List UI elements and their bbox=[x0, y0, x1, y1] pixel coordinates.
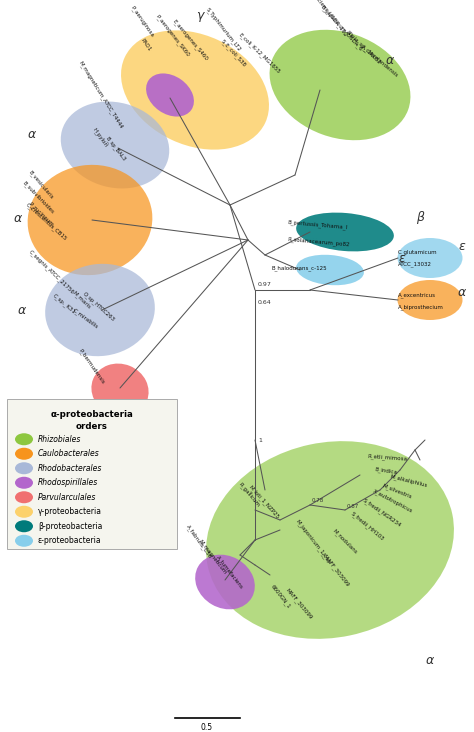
Text: Rhizobiales: Rhizobiales bbox=[38, 435, 82, 444]
Ellipse shape bbox=[121, 30, 269, 149]
Text: A_clevelandensis: A_clevelandensis bbox=[360, 43, 400, 78]
Text: P_bermudensis: P_bermudensis bbox=[78, 348, 107, 385]
Text: B_pertussis_Tohama_I: B_pertussis_Tohama_I bbox=[288, 220, 348, 231]
Ellipse shape bbox=[61, 102, 169, 188]
Text: M_silvestris: M_silvestris bbox=[382, 483, 413, 500]
Text: A_sp: A_sp bbox=[320, 551, 333, 565]
Ellipse shape bbox=[45, 264, 155, 356]
Text: B_vesicularis: B_vesicularis bbox=[28, 169, 55, 200]
Text: B_indica: B_indica bbox=[375, 466, 399, 475]
Text: 1: 1 bbox=[258, 438, 262, 443]
Text: Rhodobacterales: Rhodobacterales bbox=[38, 464, 102, 473]
Text: C_mirabilis: C_mirabilis bbox=[72, 307, 100, 330]
Text: R_gallicum: R_gallicum bbox=[238, 482, 262, 508]
Text: β-proteobacteria: β-proteobacteria bbox=[38, 522, 102, 531]
Text: A_excentricus: A_excentricus bbox=[398, 292, 436, 298]
Text: C_segnis_ATCC_21756: C_segnis_ATCC_21756 bbox=[28, 249, 76, 295]
Ellipse shape bbox=[146, 73, 194, 116]
Ellipse shape bbox=[15, 448, 33, 460]
Ellipse shape bbox=[15, 520, 33, 532]
Text: P_aerogenes_SK60: P_aerogenes_SK60 bbox=[155, 14, 191, 58]
Text: X_autotrophicus: X_autotrophicus bbox=[372, 488, 414, 514]
Ellipse shape bbox=[27, 165, 152, 275]
Ellipse shape bbox=[15, 477, 33, 489]
Text: C_crescentus_CB15: C_crescentus_CB15 bbox=[25, 202, 68, 242]
Text: P_zucineum: P_zucineum bbox=[28, 201, 55, 228]
Text: 6600GN_1: 6600GN_1 bbox=[270, 584, 292, 610]
Text: E_aerogenes_S460: E_aerogenes_S460 bbox=[172, 18, 210, 62]
Text: γ-proteobacteria: γ-proteobacteria bbox=[38, 507, 102, 516]
Text: ε: ε bbox=[459, 239, 465, 253]
Text: B_diazoefficiens_USDA_110: B_diazoefficiens_USDA_110 bbox=[298, 0, 349, 38]
Text: A_tumefaciens: A_tumefaciens bbox=[215, 554, 245, 590]
Text: α: α bbox=[386, 53, 394, 67]
Text: β: β bbox=[416, 212, 424, 225]
Text: P_aeruginosa: P_aeruginosa bbox=[130, 4, 156, 38]
Text: B_subvibrioides: B_subvibrioides bbox=[22, 180, 56, 215]
Text: MAFF_303099: MAFF_303099 bbox=[285, 587, 314, 620]
Text: C_sp._K31: C_sp._K31 bbox=[52, 293, 77, 315]
Text: R_etli_mimosa: R_etli_mimosa bbox=[368, 454, 408, 462]
Text: Parvularculales: Parvularculales bbox=[38, 493, 96, 501]
Text: 0.5: 0.5 bbox=[201, 723, 213, 732]
Text: M_nodulans: M_nodulans bbox=[332, 528, 359, 555]
Text: α: α bbox=[426, 654, 434, 667]
Ellipse shape bbox=[270, 30, 410, 141]
Text: α: α bbox=[18, 304, 26, 316]
Text: B_halodurans_c-125: B_halodurans_c-125 bbox=[272, 265, 328, 271]
Text: α: α bbox=[62, 398, 70, 411]
Ellipse shape bbox=[296, 212, 394, 251]
Text: H_pylori: H_pylori bbox=[92, 127, 109, 148]
Text: Rhodospirillales: Rhodospirillales bbox=[38, 478, 98, 488]
Text: M_japonicum_1_MAFF_303099: M_japonicum_1_MAFF_303099 bbox=[295, 518, 351, 588]
Text: M_loti_1_NZP25: M_loti_1_NZP25 bbox=[248, 485, 281, 520]
Text: α: α bbox=[14, 212, 22, 225]
Text: ATCC_13032: ATCC_13032 bbox=[398, 261, 432, 267]
Text: S_fredii_HH103: S_fredii_HH103 bbox=[350, 511, 386, 542]
Text: Caulobacterales: Caulobacterales bbox=[38, 449, 100, 458]
Text: M_magneticum: M_magneticum bbox=[198, 538, 228, 575]
Text: PAO1: PAO1 bbox=[140, 37, 152, 52]
Ellipse shape bbox=[206, 441, 454, 639]
Text: Afipia_sp._1NL52: Afipia_sp._1NL52 bbox=[345, 29, 383, 65]
Ellipse shape bbox=[15, 462, 33, 474]
FancyBboxPatch shape bbox=[7, 399, 177, 549]
Ellipse shape bbox=[398, 280, 463, 320]
Ellipse shape bbox=[91, 364, 148, 417]
Ellipse shape bbox=[296, 255, 364, 285]
Text: C_glutamicum: C_glutamicum bbox=[398, 249, 438, 255]
Text: α: α bbox=[458, 286, 466, 299]
Ellipse shape bbox=[15, 433, 33, 445]
Text: M_alkaliphilus: M_alkaliphilus bbox=[390, 473, 428, 488]
Text: ε: ε bbox=[399, 252, 405, 264]
Ellipse shape bbox=[15, 535, 33, 547]
Text: 0.78: 0.78 bbox=[312, 498, 324, 502]
Text: 0.97: 0.97 bbox=[258, 283, 272, 288]
Text: S_fredii_NGR234: S_fredii_NGR234 bbox=[362, 497, 402, 528]
Text: α: α bbox=[28, 129, 36, 141]
Ellipse shape bbox=[195, 555, 255, 609]
Text: 0.87: 0.87 bbox=[347, 504, 359, 509]
Text: M_maris: M_maris bbox=[72, 290, 92, 310]
Text: B_japonicum_USDA_6: B_japonicum_USDA_6 bbox=[320, 4, 364, 52]
Text: α-proteobacteria: α-proteobacteria bbox=[51, 410, 133, 419]
Text: S_E_coli_S38: S_E_coli_S38 bbox=[220, 38, 247, 68]
Text: orders: orders bbox=[76, 422, 108, 431]
Text: M_magneticum_ATCC_T4444: M_magneticum_ATCC_T4444 bbox=[78, 60, 125, 130]
Ellipse shape bbox=[15, 506, 33, 518]
Text: A_fabrum_C58: A_fabrum_C58 bbox=[185, 524, 213, 560]
Ellipse shape bbox=[398, 238, 463, 278]
Text: ε-proteobacteria: ε-proteobacteria bbox=[38, 537, 101, 545]
Text: O_sp_HTCC263: O_sp_HTCC263 bbox=[82, 291, 117, 323]
Text: 0.64: 0.64 bbox=[258, 299, 272, 305]
Ellipse shape bbox=[15, 491, 33, 504]
Text: γ: γ bbox=[196, 9, 204, 21]
Text: A_biprosthecium: A_biprosthecium bbox=[398, 305, 444, 310]
Text: E_coli_K-12_MG1655: E_coli_K-12_MG1655 bbox=[238, 32, 282, 75]
Text: R_solanacearum_po82: R_solanacearum_po82 bbox=[288, 236, 351, 247]
Text: B_sp_BAL3: B_sp_BAL3 bbox=[105, 135, 128, 162]
Text: S_Typhimurium_LT2: S_Typhimurium_LT2 bbox=[205, 6, 243, 52]
